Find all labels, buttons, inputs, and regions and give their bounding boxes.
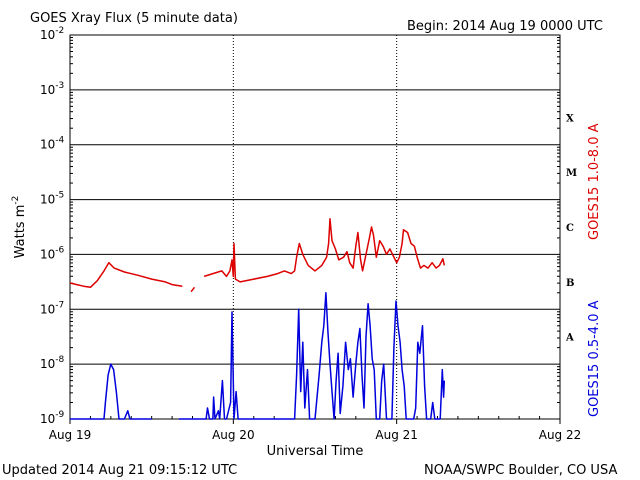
series-1-line-1 bbox=[178, 292, 446, 420]
legend-red-label: GOES15 1.0-8.0 A bbox=[587, 123, 602, 240]
x-axis-ticks: Aug 19 Aug 20 Aug 21 Aug 22 bbox=[49, 416, 582, 442]
flare-class-b: B bbox=[566, 278, 574, 289]
flare-class-a: A bbox=[565, 333, 574, 344]
y-tick-label-5: 10-4 bbox=[40, 136, 65, 152]
legend-blue-label: GOES15 0.5-4.0 A bbox=[587, 300, 602, 417]
y-tick-label-7: 10-2 bbox=[40, 26, 64, 42]
y-axis-label-group: Watts m-2 bbox=[11, 196, 28, 259]
flare-class-labels: X M C B A bbox=[565, 113, 577, 343]
flare-class-m: M bbox=[566, 168, 577, 179]
y-tick-label-6: 10-3 bbox=[40, 81, 64, 97]
y-axis-label: Watts m-2 bbox=[11, 196, 28, 259]
chart-title: GOES Xray Flux (5 minute data) bbox=[30, 11, 238, 26]
credit: NOAA/SWPC Boulder, CO USA bbox=[424, 463, 617, 478]
y-tick-label-4: 10-5 bbox=[40, 191, 64, 207]
legend-blue: GOES15 0.5-4.0 A bbox=[587, 300, 602, 417]
begin-time: Begin: 2014 Aug 19 0000 UTC bbox=[407, 19, 603, 34]
x-tick-label-0: Aug 19 bbox=[49, 428, 92, 442]
y-tick-label-2: 10-7 bbox=[40, 300, 64, 316]
series-0-line-2 bbox=[203, 218, 446, 283]
flare-class-x: X bbox=[566, 113, 574, 124]
x-axis-label: Universal Time bbox=[267, 444, 364, 459]
series-0-line-1 bbox=[190, 286, 196, 293]
y-tick-label-0: 10-9 bbox=[40, 410, 65, 426]
flare-class-c: C bbox=[566, 223, 574, 234]
series-0-line-0 bbox=[69, 261, 183, 289]
legend-red: GOES15 1.0-8.0 A bbox=[587, 123, 602, 240]
data-series bbox=[69, 218, 446, 420]
series-1-line-0 bbox=[70, 363, 152, 420]
updated-time: Updated 2014 Aug 21 09:15:12 UTC bbox=[2, 463, 237, 478]
y-tick-label-1: 10-8 bbox=[40, 355, 65, 371]
gridlines bbox=[70, 35, 560, 419]
x-tick-label-2: Aug 21 bbox=[375, 428, 418, 442]
x-tick-label-1: Aug 20 bbox=[212, 428, 255, 442]
x-tick-label-3: Aug 22 bbox=[539, 428, 582, 442]
y-axis-ticks: 10-9 10-8 10-7 10-6 10-5 10-4 10-3 10-2 bbox=[40, 26, 560, 426]
plot-frame bbox=[69, 34, 561, 420]
y-tick-label-3: 10-6 bbox=[40, 245, 65, 261]
